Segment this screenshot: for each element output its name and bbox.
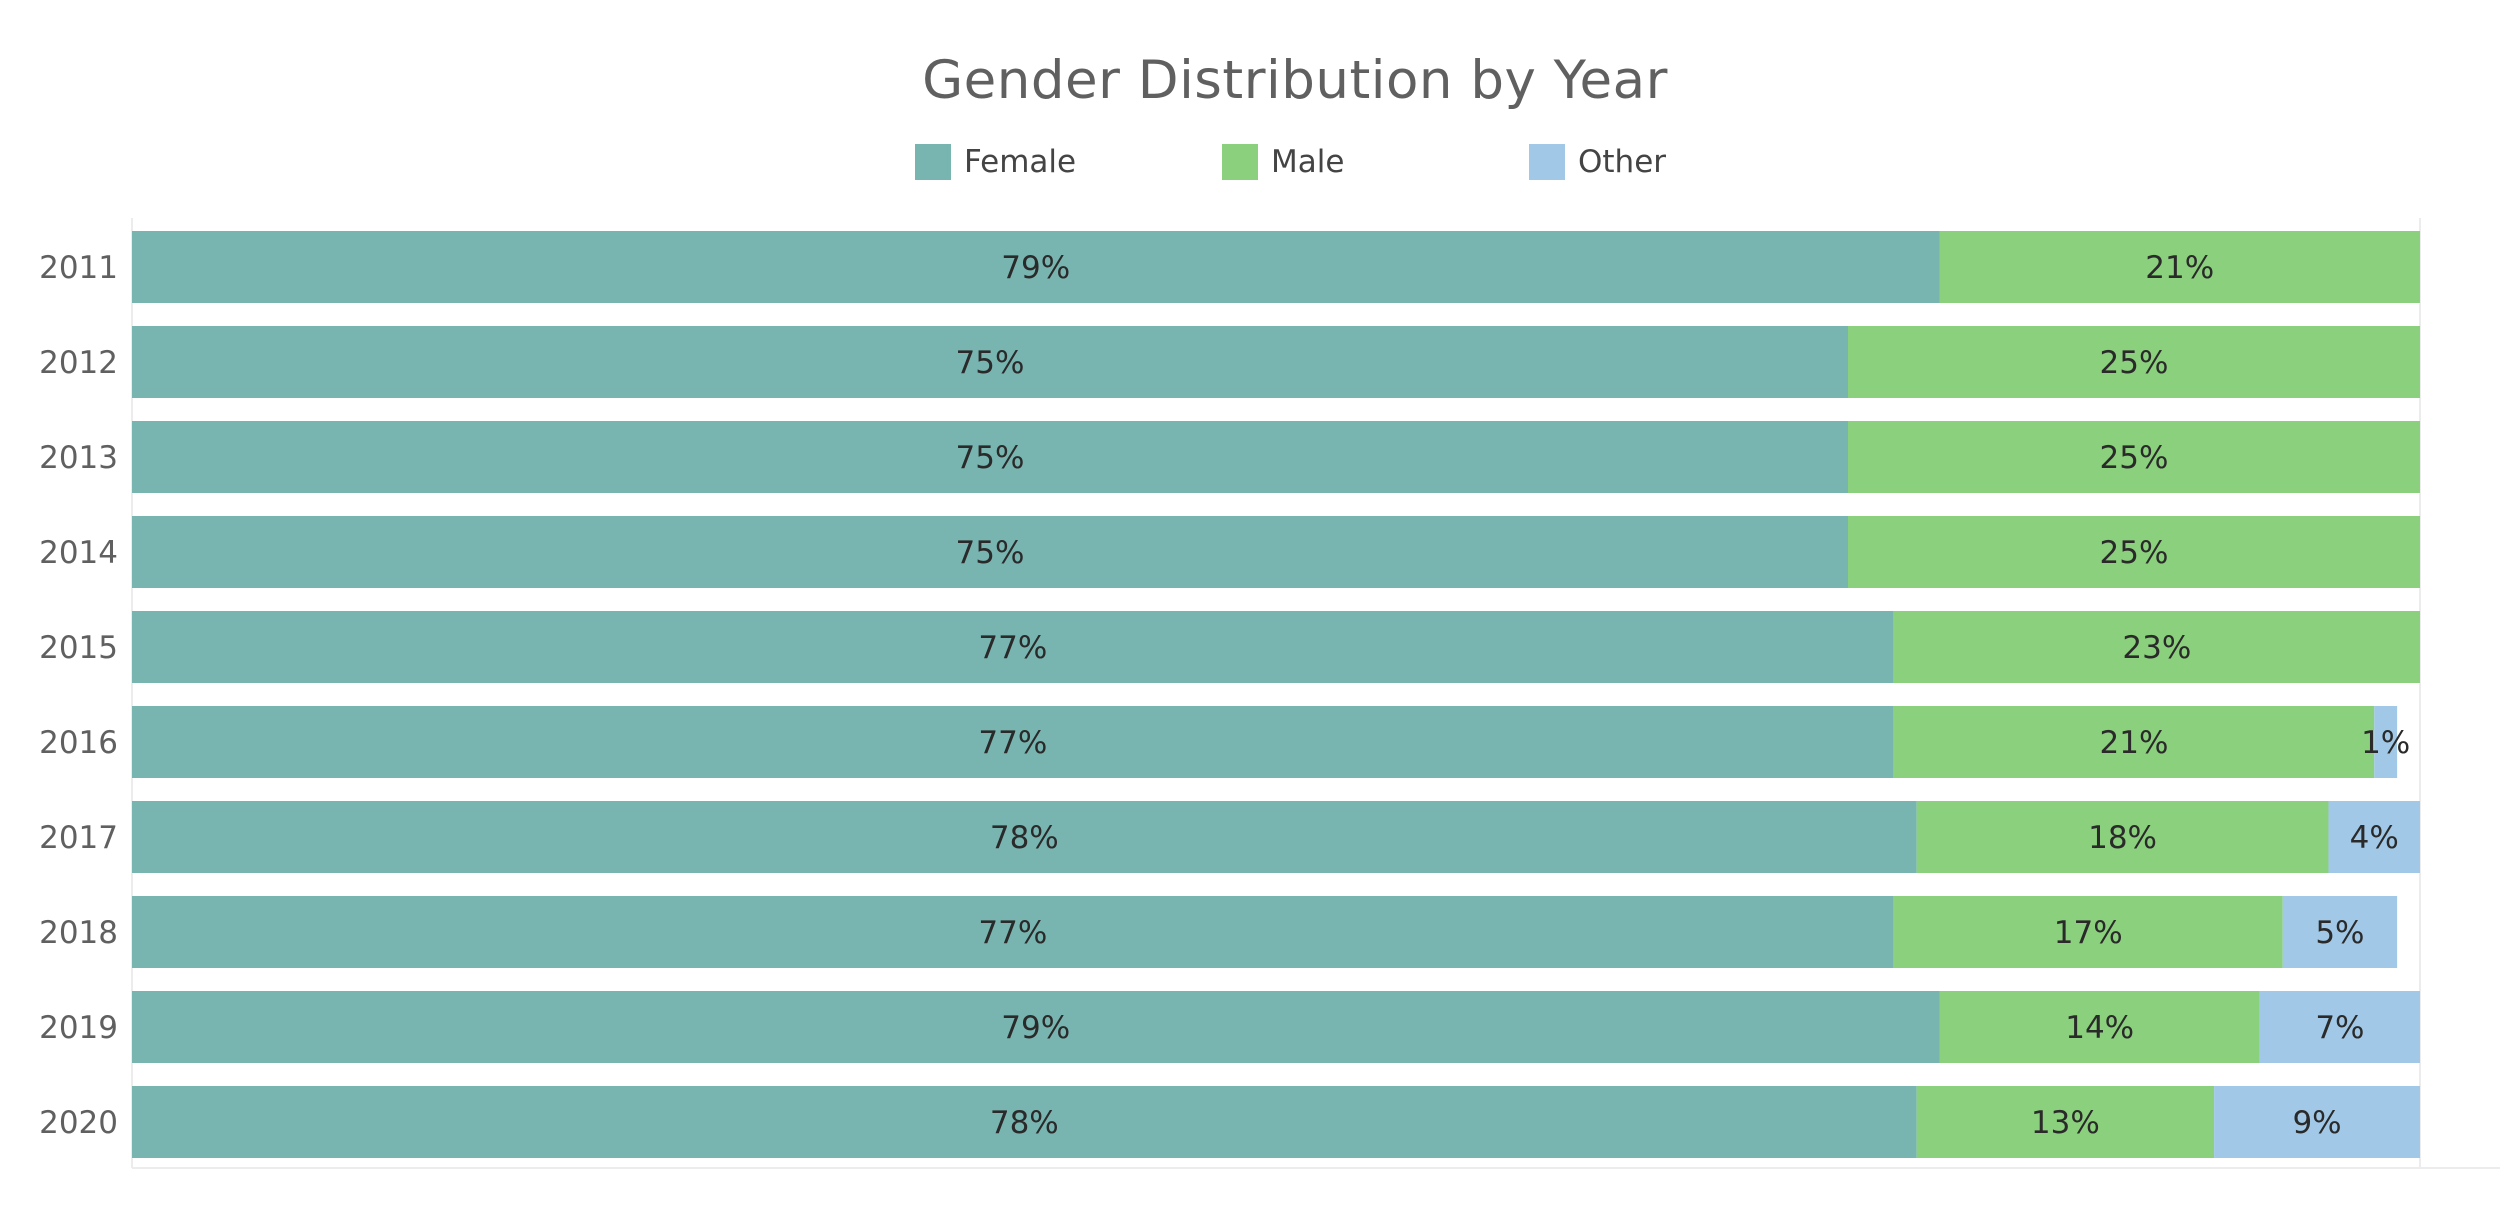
bar-other-2017 [2328,801,2420,873]
legend-swatch-other [1529,144,1565,180]
data-label-female-2018: 77% [978,915,1047,951]
bar-other-2019 [2259,991,2420,1063]
data-label-other-2017: 4% [2350,820,2399,856]
category-label-2012: 2012 [39,345,118,381]
data-label-male-2018: 17% [2054,915,2123,951]
bar-female-2016 [132,706,1894,778]
bar-row-2011: 2011 79% 21% [39,231,2420,303]
bar-male-2015 [1893,611,2420,683]
data-label-female-2015: 77% [978,630,1047,666]
bar-row-2012: 2012 75% 25% [39,326,2420,398]
bar-female-2019 [132,991,1940,1063]
data-label-other-2020: 9% [2292,1105,2341,1141]
data-label-male-2015: 23% [2122,630,2191,666]
category-label-2017: 2017 [39,820,118,856]
bar-male-2018 [1893,896,2283,968]
bar-row-2017: 2017 78% 18% 4% [39,801,2420,873]
bar-female-2015 [132,611,1894,683]
bar-female-2011 [132,231,1940,303]
category-label-2020: 2020 [39,1105,118,1141]
bar-female-2017 [132,801,1917,873]
data-label-female-2014: 75% [956,535,1025,571]
legend-swatch-male [1222,144,1258,180]
category-label-2014: 2014 [39,535,118,571]
bar-female-2012 [132,326,1848,398]
data-label-female-2013: 75% [956,440,1025,476]
data-label-female-2020: 78% [990,1105,1059,1141]
data-label-male-2014: 25% [2100,535,2169,571]
bar-female-2018 [132,896,1894,968]
legend: Female Male Other [0,140,2500,190]
legend-label-female: Female [964,144,1077,180]
data-label-other-2018: 5% [2315,915,2364,951]
category-label-2015: 2015 [39,630,118,666]
data-label-male-2020: 13% [2031,1105,2100,1141]
bar-male-2020 [1916,1086,2215,1158]
data-label-female-2011: 79% [1001,250,1070,286]
bar-other-2020 [2214,1086,2420,1158]
data-label-male-2011: 21% [2145,250,2214,286]
bar-row-2020: 2020 78% 13% 9% [39,1086,2420,1158]
data-label-male-2016: 21% [2100,725,2169,761]
legend-item-other[interactable]: Other [1529,140,1666,184]
bar-male-2011 [1939,231,2420,303]
bar-row-2013: 2013 75% 25% [39,421,2420,493]
category-label-2011: 2011 [39,250,118,286]
chart-title: Gender Distribution by Year [922,50,1668,111]
category-label-2018: 2018 [39,915,118,951]
bar-row-2018: 2018 77% 17% 5% [39,896,2398,968]
bar-female-2014 [132,516,1848,588]
data-label-other-2016: 1% [2361,725,2410,761]
legend-item-male[interactable]: Male [1222,140,1344,184]
bar-male-2014 [1848,516,2420,588]
bar-male-2017 [1916,801,2329,873]
bar-male-2012 [1848,326,2420,398]
bar-row-2019: 2019 79% 14% 7% [39,991,2420,1063]
bar-female-2020 [132,1086,1917,1158]
data-label-male-2013: 25% [2100,440,2169,476]
data-label-male-2017: 18% [2088,820,2157,856]
data-label-female-2016: 77% [978,725,1047,761]
bar-male-2016 [1893,706,2375,778]
data-label-female-2017: 78% [990,820,1059,856]
data-label-male-2019: 14% [2065,1010,2134,1046]
data-label-female-2012: 75% [956,345,1025,381]
category-label-2016: 2016 [39,725,118,761]
bar-male-2013 [1848,421,2420,493]
bar-row-2015: 2015 77% 23% [39,611,2420,683]
bar-male-2019 [1939,991,2260,1063]
category-label-2013: 2013 [39,440,118,476]
bar-other-2018 [2282,896,2398,968]
legend-label-other: Other [1578,144,1667,180]
data-label-male-2012: 25% [2100,345,2169,381]
bar-row-2014: 2014 75% 25% [39,516,2420,588]
bar-other-2016 [2374,706,2398,778]
legend-swatch-female [915,144,951,180]
data-label-other-2019: 7% [2315,1010,2364,1046]
legend-label-male: Male [1271,144,1345,180]
bar-female-2013 [132,421,1848,493]
category-label-2019: 2019 [39,1010,118,1046]
legend-item-female[interactable]: Female [915,140,1076,184]
data-label-female-2019: 79% [1001,1010,1070,1046]
bar-row-2016: 2016 77% 21% 1% [39,706,2410,778]
